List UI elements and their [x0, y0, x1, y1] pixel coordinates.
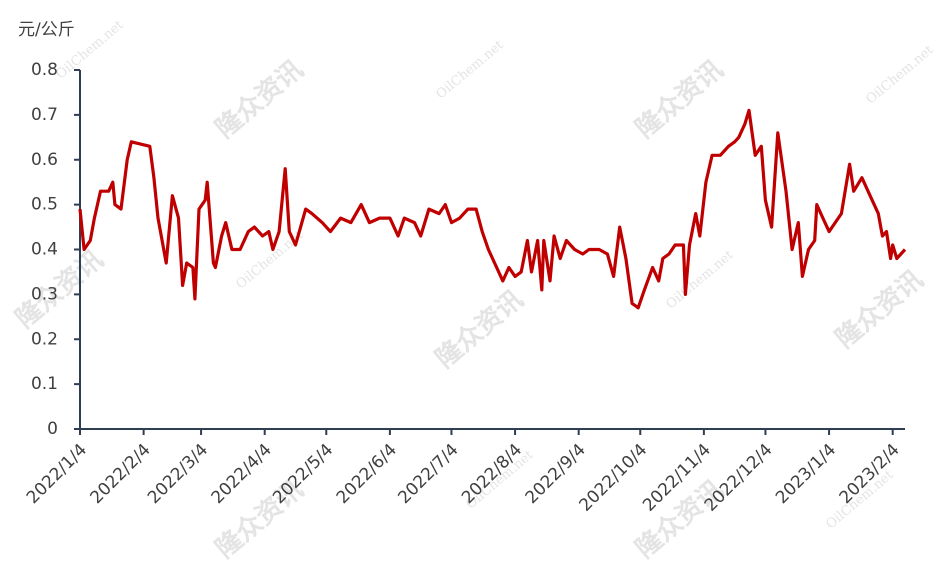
watermark: 隆众资讯 [630, 55, 729, 145]
x-tick-label: 2022/7/4 [394, 440, 462, 508]
y-tick-label: 0 [47, 419, 58, 439]
watermark: 隆众资讯 [430, 285, 529, 375]
y-tick-label: 0.8 [31, 60, 58, 80]
y-tick-label: 0.1 [31, 374, 58, 394]
line-series [78, 108, 907, 310]
watermark: 隆众资讯 [830, 265, 929, 355]
x-tick-label: 2022/6/4 [333, 440, 401, 508]
watermark: 隆众资讯 [210, 55, 309, 145]
y-tick-label: 0.6 [31, 150, 58, 170]
y-axis-label: 元/公斤 [18, 20, 75, 40]
x-tick-label: 2022/3/4 [144, 440, 212, 508]
y-tick-label: 0.7 [31, 105, 58, 125]
x-tick-label: 2022/1/4 [23, 440, 91, 508]
watermark: OilChem.net [663, 247, 737, 312]
y-tick-label: 0.2 [31, 329, 58, 349]
x-tick-label: 2023/1/4 [772, 440, 840, 508]
y-tick-label: 0.3 [31, 284, 58, 304]
y-tick-label: 0.5 [31, 195, 58, 215]
watermark: 隆众资讯 [10, 245, 109, 335]
y-tick-label: 0.4 [31, 240, 58, 260]
watermark: OilChem.net [863, 42, 937, 107]
x-tick-label: 2022/2/4 [87, 440, 155, 508]
watermark: OilChem.net [433, 37, 507, 102]
